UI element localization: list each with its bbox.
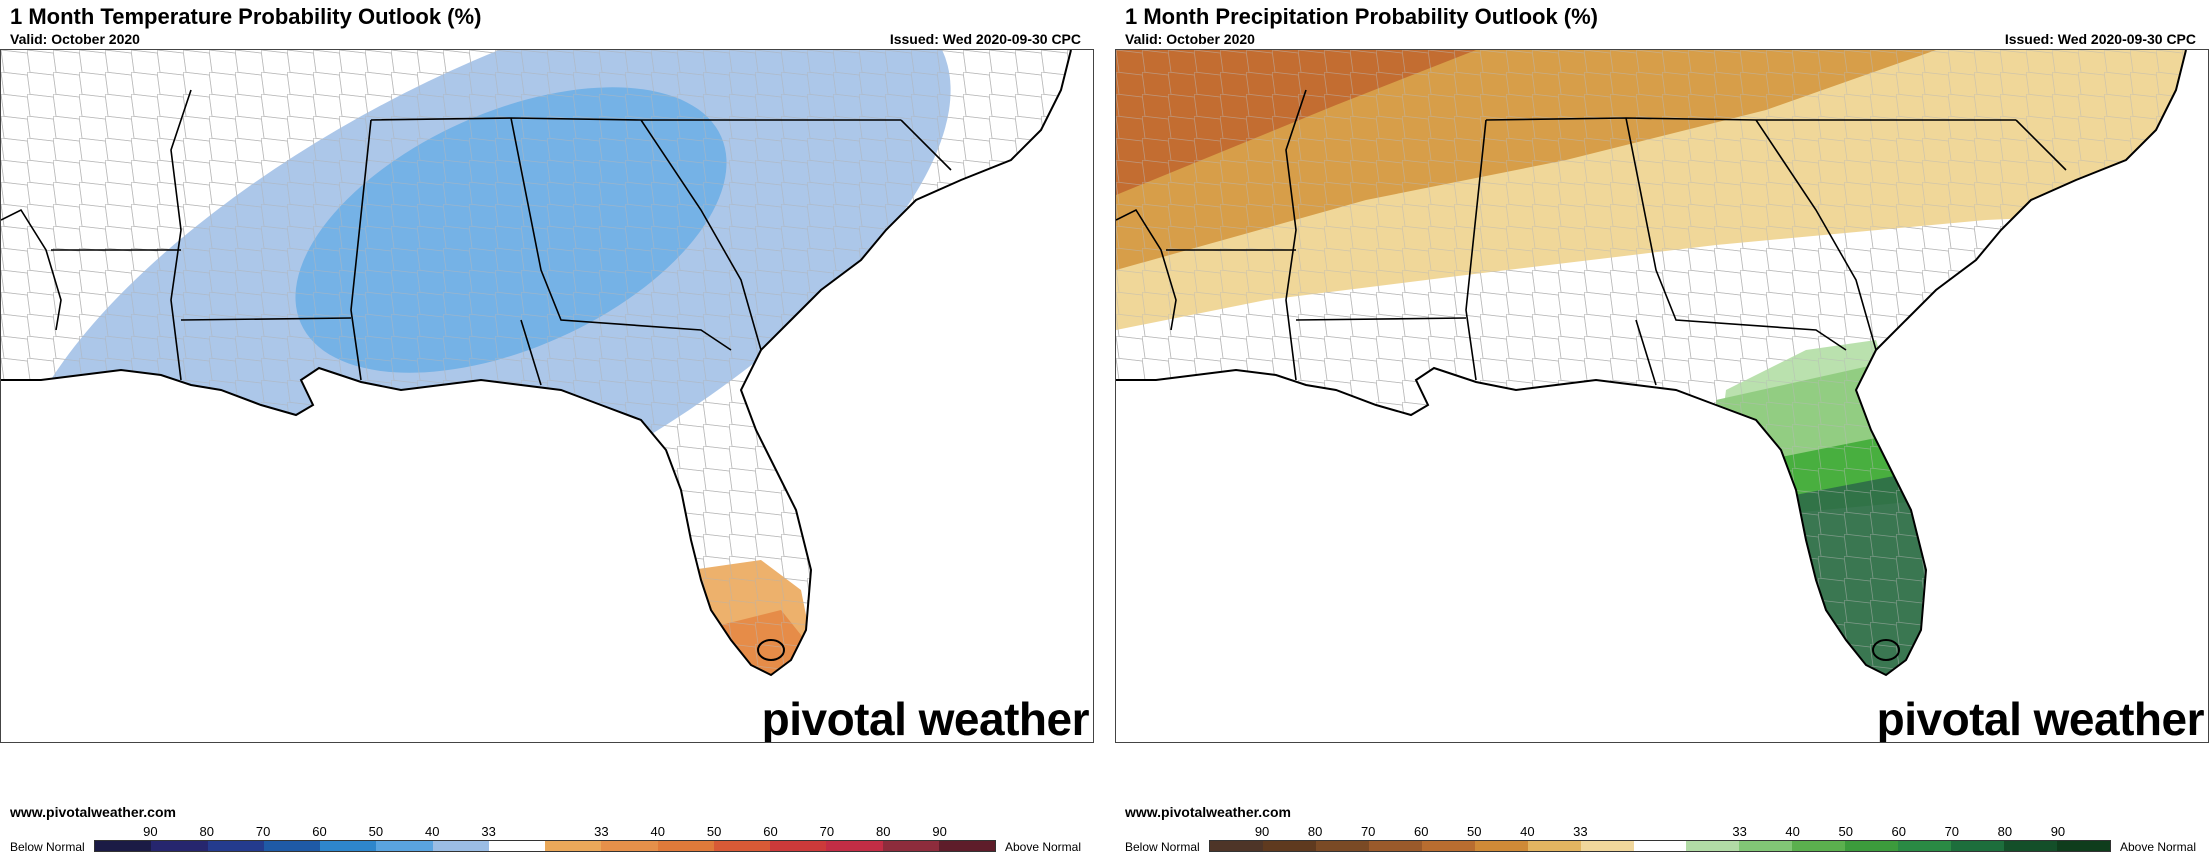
temperature-legend-ticks: 90 80 70 60 50 40 33 33 40 50 60 70 80 90	[94, 824, 996, 839]
temperature-legend-tick: 50	[706, 824, 722, 839]
precipitation-brand-logo: pivotal weather	[1876, 693, 2205, 743]
temperature-map-svg	[1, 50, 1072, 677]
temperature-legend-swatch	[151, 841, 208, 851]
temperature-legend-swatch	[263, 841, 320, 851]
precipitation-legend-tick: 80	[1307, 824, 1323, 839]
temperature-legend-bar	[94, 840, 996, 852]
precipitation-legend-tick: 60	[1414, 824, 1429, 839]
temperature-legend-tick: 40	[650, 824, 665, 839]
precipitation-valid-date: Valid: October 2020	[1125, 31, 1255, 47]
precipitation-legend-tick: 80	[1997, 824, 2013, 839]
precipitation-legend-swatch	[1262, 841, 1316, 851]
precipitation-legend-tick: 40	[1520, 824, 1535, 839]
precipitation-legend-swatch	[1421, 841, 1475, 851]
temperature-legend-tick: 60	[763, 824, 778, 839]
precipitation-map-svg	[1116, 50, 2187, 677]
temperature-legend-swatch	[713, 841, 770, 851]
temperature-legend-tick: 33	[594, 824, 609, 839]
precipitation-legend-tick: 33	[1732, 824, 1747, 839]
temperature-legend-below-label: Below Normal	[10, 840, 85, 854]
precipitation-legend-tick: 90	[1254, 824, 1270, 839]
precipitation-map: pivotal weather	[1115, 49, 2209, 743]
precipitation-legend-tick: 50	[1838, 824, 1853, 839]
temperature-legend-swatch	[432, 841, 489, 851]
precipitation-legend-tick: 60	[1891, 824, 1906, 839]
temperature-legend-tick: 70	[819, 824, 835, 839]
temperature-legend-tick: 80	[876, 824, 891, 839]
temperature-legend-swatch	[320, 841, 377, 851]
precipitation-legend-tick: 70	[1360, 824, 1376, 839]
temperature-outlook-panel: 1 Month Temperature Probability Outlook …	[0, 0, 1095, 860]
temperature-issued-date: Issued: Wed 2020-09-30 CPC	[889, 31, 1081, 47]
precipitation-legend-swatch	[1951, 841, 2005, 851]
precipitation-legend-swatch	[1527, 841, 1581, 851]
precipitation-legend-ticks: 90 80 70 60 50 40 33 33 40 50 60 70 80 90	[1209, 824, 2111, 839]
precipitation-legend-swatch	[1474, 841, 1528, 851]
precipitation-legend-swatch	[2057, 841, 2110, 851]
temperature-legend-tick: 60	[312, 824, 327, 839]
precipitation-legend-swatch	[1898, 841, 1952, 851]
precipitation-site-link[interactable]: www.pivotalweather.com	[1125, 804, 1291, 820]
temperature-legend-swatch	[770, 841, 827, 851]
precipitation-legend-swatch	[1210, 841, 1263, 851]
temperature-land	[1, 50, 1071, 675]
precipitation-land	[1116, 50, 2186, 675]
precipitation-legend-swatch	[2004, 841, 2057, 851]
temperature-legend-swatch	[545, 841, 602, 851]
precipitation-legend-swatch	[1633, 841, 1687, 851]
temperature-legend-swatch	[938, 841, 995, 851]
precipitation-legend-swatch	[1845, 841, 1899, 851]
precipitation-issued-date: Issued: Wed 2020-09-30 CPC	[2004, 31, 2196, 47]
temperature-title: 1 Month Temperature Probability Outlook …	[10, 4, 482, 29]
precipitation-legend-swatch	[1368, 841, 1422, 851]
temperature-map: pivotal weather	[0, 49, 1094, 743]
precipitation-legend-swatch	[1739, 841, 1793, 851]
temperature-legend-swatch	[95, 841, 152, 851]
temperature-legend-tick: 90	[143, 824, 158, 839]
temperature-brand-logo: pivotal weather	[761, 693, 1090, 743]
precipitation-legend-tick: 70	[1944, 824, 1960, 839]
precipitation-legend-swatch	[1580, 841, 1634, 851]
precipitation-outlook-panel: 1 Month Precipitation Probability Outloo…	[1115, 0, 2210, 860]
precipitation-title: 1 Month Precipitation Probability Outloo…	[1125, 4, 1599, 29]
temperature-legend-tick: 50	[368, 824, 384, 839]
precipitation-legend-tick: 90	[2050, 824, 2066, 839]
temperature-legend-swatch	[826, 841, 883, 851]
temperature-legend-tick: 90	[932, 824, 947, 839]
temperature-site-link[interactable]: www.pivotalweather.com	[10, 804, 176, 820]
precipitation-legend-above-label: Above Normal	[2119, 840, 2196, 854]
precipitation-legend-bar	[1209, 840, 2111, 852]
temperature-legend-tick: 33	[481, 824, 496, 839]
temperature-legend-swatch	[657, 841, 714, 851]
temperature-legend-swatch	[207, 841, 264, 851]
precipitation-legend-tick: 50	[1467, 824, 1482, 839]
precipitation-legend-swatch	[1686, 841, 1740, 851]
temperature-legend: 90 80 70 60 50 40 33 33 40 50 60 70 80 90 Below Norma…	[0, 820, 1095, 860]
temperature-legend-swatch	[882, 841, 939, 851]
precipitation-legend-tick: 40	[1785, 824, 1800, 839]
temperature-legend-tick: 80	[199, 824, 214, 839]
temperature-legend-swatch	[376, 841, 433, 851]
precipitation-legend: 90 80 70 60 50 40 33 33 40 50 60 70 80 90 Below Norma…	[1115, 820, 2210, 860]
precipitation-legend-swatch	[1315, 841, 1369, 851]
precipitation-legend-below-label: Below Normal	[1125, 840, 1200, 854]
temperature-legend-tick: 40	[425, 824, 440, 839]
precipitation-legend-swatch	[1792, 841, 1846, 851]
temperature-legend-tick: 70	[255, 824, 271, 839]
temperature-legend-swatch	[488, 841, 545, 851]
temperature-valid-date: Valid: October 2020	[10, 31, 140, 47]
temperature-legend-swatch	[601, 841, 658, 851]
precipitation-legend-tick: 33	[1573, 824, 1588, 839]
temperature-legend-above-label: Above Normal	[1004, 840, 1081, 854]
